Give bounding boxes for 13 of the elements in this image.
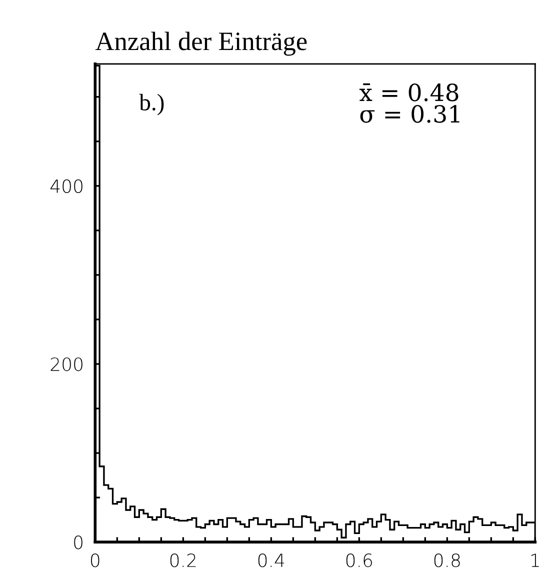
- x-tick-label: 0.8: [434, 554, 460, 568]
- x-tick-label: 0.2: [170, 554, 196, 568]
- x-tick-label: 0: [91, 554, 100, 568]
- x-tick-label: 1: [531, 554, 539, 567]
- x-tick-label: 0.4: [258, 554, 284, 568]
- y-tick-label: 400: [50, 179, 82, 194]
- annotation: σ = 0.31: [360, 104, 460, 123]
- annotation: b.): [139, 94, 164, 116]
- y-tick-label: 200: [50, 357, 82, 372]
- annotation: x̄ = 0.48: [359, 83, 458, 102]
- y-tick-label: 0: [74, 536, 82, 550]
- x-tick-label: 0.6: [346, 554, 372, 568]
- chart-title: Anzahl der Einträge: [95, 32, 307, 56]
